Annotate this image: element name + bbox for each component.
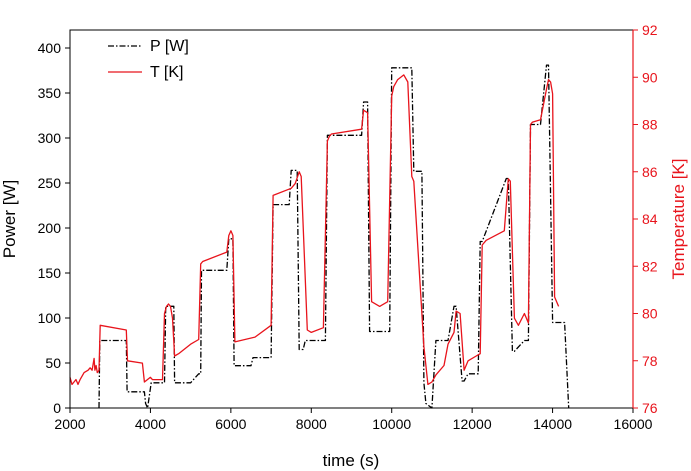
y2-tick-label: 82 xyxy=(642,258,658,274)
x-tick-label: 2000 xyxy=(54,416,85,432)
x-tick-label: 14000 xyxy=(533,416,572,432)
x-tick-label: 8000 xyxy=(296,416,327,432)
temperature-series-line xyxy=(69,74,560,386)
y2-tick-label: 86 xyxy=(642,164,658,180)
y2-tick-label: 76 xyxy=(642,400,658,416)
y2-axis-title: Temperature [K] xyxy=(669,159,688,280)
x-tick-label: 10000 xyxy=(372,416,411,432)
legend-power-label: P [W] xyxy=(150,38,189,55)
y-tick-label: 350 xyxy=(38,85,62,101)
legend-temperature-label: T [K] xyxy=(150,64,184,81)
y2-tick-label: 84 xyxy=(642,211,658,227)
x-tick-label: 12000 xyxy=(453,416,492,432)
y-tick-label: 250 xyxy=(38,175,62,191)
y2-tick-label: 88 xyxy=(642,117,658,133)
y-tick-label: 300 xyxy=(38,130,62,146)
power-series-line xyxy=(98,64,570,409)
y-tick-label: 50 xyxy=(45,355,61,371)
x-axis-title: time (s) xyxy=(323,451,380,470)
y2-tick-label: 92 xyxy=(642,22,658,38)
y-tick-label: 0 xyxy=(53,400,61,416)
y-axis-title: Power [W] xyxy=(0,180,19,258)
y-tick-label: 400 xyxy=(38,40,62,56)
y2-tick-label: 78 xyxy=(642,353,658,369)
y-tick-label: 150 xyxy=(38,265,62,281)
legend: P [W] T [K] xyxy=(108,38,189,81)
y-tick-label: 200 xyxy=(38,220,62,236)
x-tick-label: 4000 xyxy=(135,416,166,432)
y2-tick-label: 90 xyxy=(642,69,658,85)
x-tick-label: 16000 xyxy=(614,416,653,432)
y2-tick-label: 80 xyxy=(642,306,658,322)
x-tick-label: 6000 xyxy=(215,416,246,432)
y-tick-label: 100 xyxy=(38,310,62,326)
